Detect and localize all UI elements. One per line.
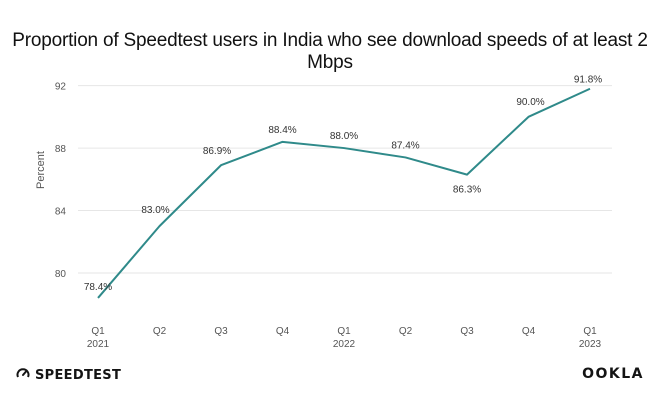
x-year-label: 2023 [579,339,602,350]
speedtest-wordmark: SPEEDTEST [35,367,122,383]
data-label: 91.8% [574,75,602,86]
x-year-label: 2021 [87,339,110,350]
x-tick-label: Q3 [214,326,228,337]
y-tick-label: 84 [55,207,67,218]
data-label: 83.0% [141,205,169,216]
speedtest-logo: SPEEDTEST [16,366,121,384]
x-tick-label: Q3 [460,326,474,337]
axis-labels: 80 84 88 92 Q1 2021 Q2 Q3 Q4 Q1 2022 Q2 Q3 Q4 Q1 2023 [55,82,602,350]
x-tick-label: Q1 [337,326,351,337]
series-layer [97,87,591,299]
ookla-logo: OOKLA [582,366,644,382]
y-tick-label: 80 [55,269,67,280]
x-tick-label: Q1 [583,326,597,337]
data-label: 88.0% [330,131,358,142]
series-line [97,87,591,299]
x-year-label: 2022 [333,339,356,350]
y-axis-label: Percent [35,151,47,189]
x-tick-label: Q4 [522,326,536,337]
data-labels: 78.4% 83.0% 86.9% 88.4% 88.0% 87.4% 86.3% 90.0%… [84,75,602,293]
data-label: 78.4% [84,282,112,293]
speedtest-gauge-icon [16,366,30,384]
y-tick-label: 92 [55,82,67,93]
y-tick-label: 88 [55,144,67,155]
grid-lines [78,85,612,274]
data-label: 86.3% [453,185,481,196]
x-tick-label: Q2 [399,326,413,337]
x-tick-label: Q2 [153,326,167,337]
data-label: 88.4% [268,125,296,136]
data-label: 86.9% [203,146,231,157]
x-tick-label: Q4 [276,326,290,337]
chart-title: Proportion of Speedtest users in India w… [12,30,648,73]
data-label: 87.4% [391,140,419,151]
data-label: 90.0% [516,97,544,108]
x-tick-label: Q1 [91,326,105,337]
